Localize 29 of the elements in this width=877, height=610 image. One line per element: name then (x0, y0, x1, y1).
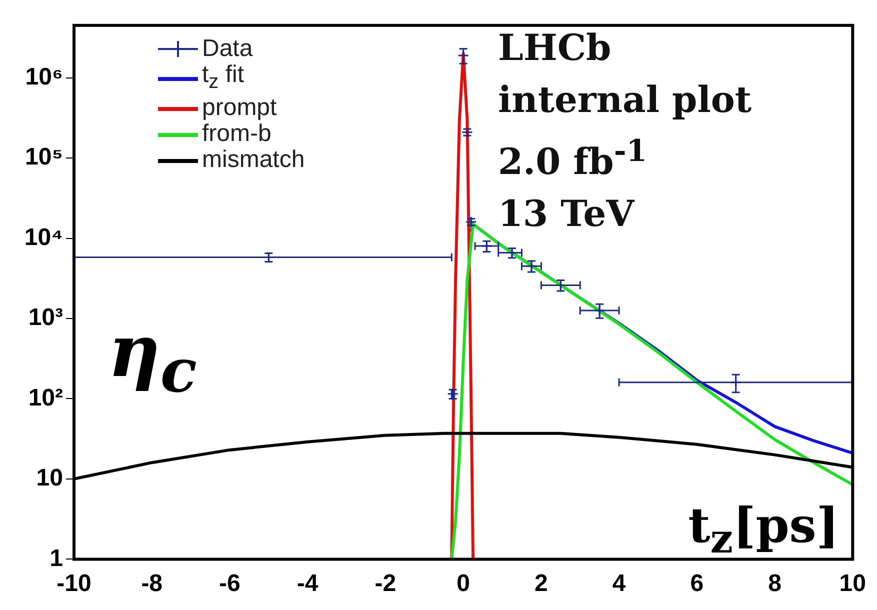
x-tick-label: 8 (768, 570, 782, 598)
y-tick-label: 10⁶ (25, 63, 63, 90)
annotation: LHCb (498, 26, 612, 71)
y-tick-label: 10 (36, 464, 63, 492)
x-axis-title: t$_{z}$[ps] (688, 498, 839, 563)
y-tick-label: 10⁴ (24, 224, 63, 251)
y-tick-label: 10² (28, 384, 64, 412)
legend-label: from-b (202, 120, 272, 147)
x-tick-label: -8 (141, 570, 163, 598)
text: η$_{c}$ (108, 308, 197, 406)
y-tick-label: 10⁵ (25, 144, 63, 171)
legend-label: t$_{z}$ fit (202, 61, 244, 95)
annotation: 2.0 fb$^{-1}$ (498, 133, 648, 185)
x-tick-label: -10 (56, 570, 92, 598)
x-tick-label: 6 (690, 570, 704, 598)
x-tick-label: 10 (839, 570, 866, 598)
y-tick-label: 10³ (28, 304, 64, 332)
x-tick-label: -6 (219, 570, 240, 598)
legend-label: Data (202, 35, 253, 62)
legend-label: mismatch (202, 146, 305, 173)
x-tick-label: -2 (374, 570, 396, 598)
x-tick-label: 2 (534, 570, 548, 598)
x-tick-label: 0 (456, 570, 470, 598)
x-tick-label: -4 (296, 570, 319, 598)
legend-label: prompt (202, 94, 277, 121)
annotation: internal plot (498, 78, 752, 123)
annotation: 13 TeV (498, 192, 636, 237)
y-tick-label: 1 (50, 544, 63, 572)
x-tick-label: 4 (612, 570, 626, 598)
